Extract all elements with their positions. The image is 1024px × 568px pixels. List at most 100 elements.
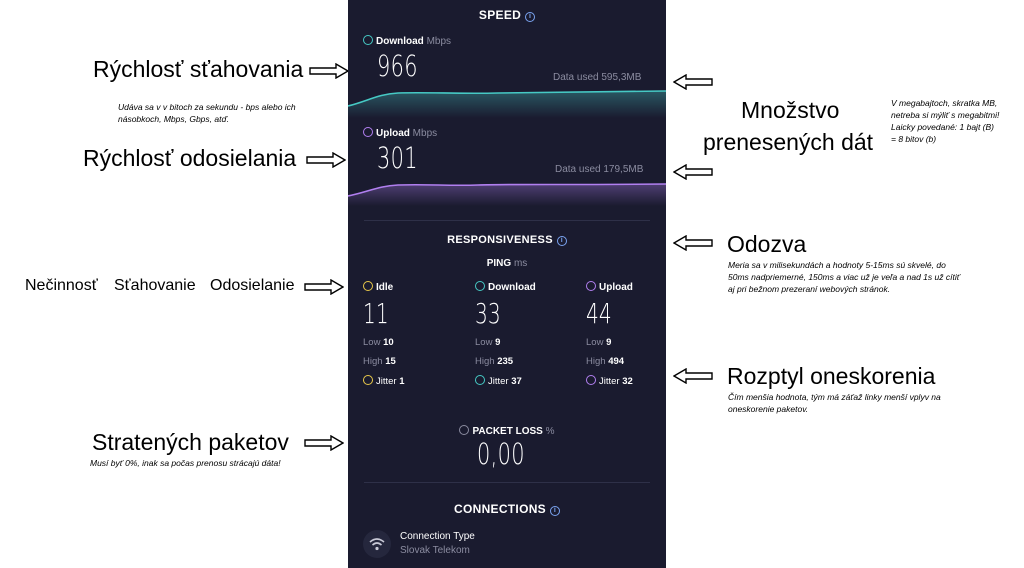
divider bbox=[364, 482, 650, 483]
upload-speed-value: 301 bbox=[377, 141, 418, 175]
idle-jitter: Jitter 1 bbox=[363, 375, 463, 387]
speed-title-text: SPEED bbox=[478, 8, 522, 22]
jitter-icon bbox=[363, 375, 373, 385]
upload-arrow-icon bbox=[586, 281, 596, 291]
arrow-right-icon bbox=[309, 63, 349, 79]
upload-ping-value: 44 bbox=[586, 297, 612, 330]
packet-loss-unit: % bbox=[545, 426, 555, 437]
upload-jitter: Jitter 32 bbox=[586, 375, 666, 387]
annotation-data-amount-note: V megabajtoch, skratka MB, netreba si mý… bbox=[891, 98, 1000, 144]
download-high-label: High bbox=[475, 356, 495, 367]
download-high-value: 235 bbox=[497, 356, 514, 367]
idle-high: High 15 bbox=[363, 356, 463, 367]
upload-low-value: 9 bbox=[606, 337, 612, 348]
download-jitter-value: 37 bbox=[511, 376, 522, 387]
responsiveness-title: RESPONSIVENESS i bbox=[348, 234, 666, 246]
annotation-state-download: Sťahovanie bbox=[114, 277, 196, 294]
upload-unit: Mbps bbox=[412, 128, 438, 139]
download-jitter: Jitter 37 bbox=[475, 375, 575, 387]
connections-title-text: CONNECTIONS bbox=[454, 502, 546, 516]
ping-column-upload: Upload 44 Low 9 High 494 Jitter 32 bbox=[586, 281, 666, 387]
download-data-used: Data used 595,3MB bbox=[553, 72, 642, 83]
packet-loss-label: PACKET LOSS bbox=[472, 426, 543, 437]
annotation-packets-lost: Stratených paketov bbox=[92, 429, 289, 455]
annotation-state-upload: Odosielanie bbox=[210, 277, 295, 294]
idle-ping-value: 11 bbox=[363, 297, 389, 330]
annotation-packets-note: Musí byť 0%, inak sa počas prenosu strác… bbox=[90, 458, 281, 468]
ping-download-label: Download bbox=[475, 281, 575, 293]
speed-title: SPEED i bbox=[348, 8, 666, 22]
idle-label-text: Idle bbox=[376, 282, 394, 293]
arrow-right-icon bbox=[304, 279, 344, 295]
annotation-data-amount-line1: Množstvo bbox=[741, 97, 840, 123]
annotation-data-amount-line2: prenesených dát bbox=[703, 129, 874, 155]
idle-low-label: Low bbox=[363, 337, 381, 348]
download-jitter-label: Jitter bbox=[488, 376, 509, 387]
upload-high-label: High bbox=[586, 356, 606, 367]
idle-high-value: 15 bbox=[385, 356, 396, 367]
upload-jitter-value: 32 bbox=[622, 376, 633, 387]
packet-loss-value: 0,00 bbox=[477, 437, 525, 471]
arrow-right-icon bbox=[304, 435, 344, 451]
annotation-latency: Odozva bbox=[727, 231, 807, 257]
idle-label: Idle bbox=[363, 281, 463, 293]
upload-arrow-icon bbox=[363, 127, 373, 137]
wifi-icon bbox=[363, 530, 391, 558]
arrow-right-icon bbox=[306, 152, 346, 168]
upload-label: Upload Mbps bbox=[363, 127, 437, 139]
download-label-text: Download bbox=[376, 36, 424, 47]
packet-loss-header: PACKET LOSS % bbox=[348, 425, 666, 437]
download-arrow-icon bbox=[475, 281, 485, 291]
upload-low: Low 9 bbox=[586, 337, 666, 348]
annotation-jitter-note: Čím menšia hodnota, tým má záťaž linky m… bbox=[728, 392, 941, 414]
annotation-state-idle: Nečinnosť bbox=[25, 277, 98, 294]
connection-type-value: Slovak Telekom bbox=[400, 545, 470, 556]
speedtest-panel: SPEED i Download Mbps 966 Data used 595,3… bbox=[348, 0, 666, 568]
idle-low-value: 10 bbox=[383, 337, 394, 348]
upload-graph bbox=[348, 183, 666, 206]
ping-column-download: Download 33 Low 9 High 235 Jitter 37 bbox=[475, 281, 575, 387]
download-arrow-icon bbox=[363, 35, 373, 45]
packet-loss-icon bbox=[459, 425, 470, 435]
annotation-jitter: Rozptyl oneskorenia bbox=[727, 363, 936, 389]
arrow-left-icon bbox=[673, 235, 713, 251]
annotation-latency-note: Meria sa v milisekundách a hodnoty 5-15m… bbox=[728, 260, 960, 294]
idle-high-label: High bbox=[363, 356, 383, 367]
upload-high: High 494 bbox=[586, 356, 666, 367]
ping-download-label-text: Download bbox=[488, 282, 536, 293]
annotation-upload-speed: Rýchlosť odosielania bbox=[83, 145, 297, 171]
jitter-icon bbox=[586, 375, 596, 385]
download-ping-value: 33 bbox=[475, 297, 501, 330]
responsiveness-title-text: RESPONSIVENESS bbox=[447, 234, 553, 246]
download-unit: Mbps bbox=[426, 36, 452, 47]
idle-jitter-label: Jitter bbox=[376, 376, 397, 387]
arrow-left-icon bbox=[673, 74, 713, 90]
ping-upload-label: Upload bbox=[586, 281, 666, 293]
download-low-value: 9 bbox=[495, 337, 501, 348]
info-icon[interactable]: i bbox=[525, 12, 536, 22]
upload-high-value: 494 bbox=[608, 356, 625, 367]
idle-jitter-value: 1 bbox=[399, 376, 405, 387]
ping-column-idle: Idle 11 Low 10 High 15 Jitter 1 bbox=[363, 281, 463, 387]
upload-low-label: Low bbox=[586, 337, 604, 348]
info-icon[interactable]: i bbox=[549, 506, 560, 516]
arrow-left-icon bbox=[673, 368, 713, 384]
connection-type-label: Connection Type bbox=[400, 531, 475, 542]
info-icon[interactable]: i bbox=[556, 236, 567, 246]
idle-low: Low 10 bbox=[363, 337, 463, 348]
ping-header: PING ms bbox=[348, 258, 666, 269]
upload-label-text: Upload bbox=[376, 128, 410, 139]
ping-unit: ms bbox=[513, 258, 528, 269]
divider bbox=[364, 220, 650, 221]
download-label: Download Mbps bbox=[363, 35, 451, 47]
download-speed-value: 966 bbox=[377, 49, 418, 83]
arrow-left-icon bbox=[673, 164, 713, 180]
ping-label: PING bbox=[486, 258, 512, 269]
annotation-download-speed: Rýchlosť sťahovania bbox=[93, 56, 304, 82]
ping-upload-label-text: Upload bbox=[599, 282, 633, 293]
download-graph bbox=[348, 90, 666, 118]
download-low: Low 9 bbox=[475, 337, 575, 348]
connections-title: CONNECTIONS i bbox=[348, 502, 666, 516]
upload-jitter-label: Jitter bbox=[599, 376, 620, 387]
upload-data-used: Data used 179,5MB bbox=[555, 164, 644, 175]
